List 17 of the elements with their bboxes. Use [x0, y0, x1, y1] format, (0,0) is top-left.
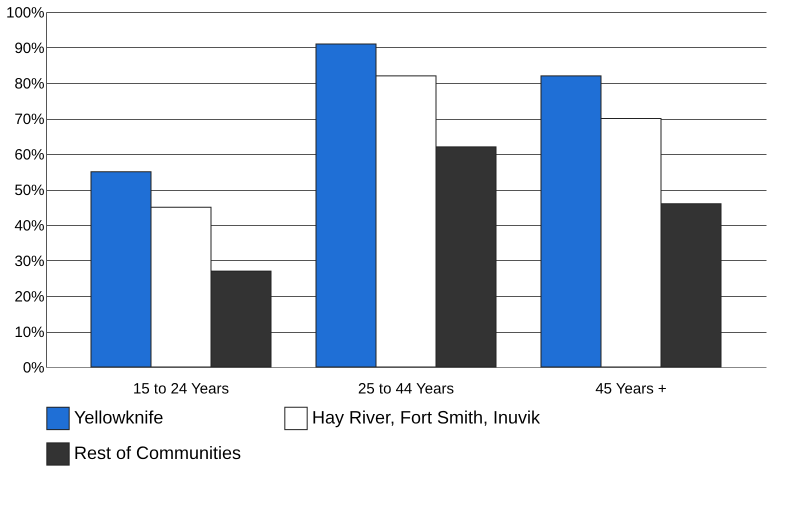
- y-tick-label: 90%: [14, 40, 44, 57]
- y-tick-label: 60%: [14, 146, 44, 164]
- x-tick-label: 15 to 24 Years: [133, 380, 229, 398]
- y-tick-label: 50%: [14, 182, 44, 199]
- legend-label: Rest of Communities: [74, 443, 242, 463]
- y-tick-label: 40%: [14, 218, 44, 234]
- y-tick-label: 30%: [14, 253, 44, 270]
- y-tick-label: 70%: [14, 111, 44, 128]
- x-tick-label: 45 Years +: [595, 380, 667, 398]
- y-tick-label: 20%: [14, 288, 44, 306]
- y-tick-label: 0%: [22, 360, 44, 376]
- y-tick-label: 80%: [14, 76, 44, 92]
- x-tick-label: 25 to 44 Years: [358, 380, 454, 398]
- legend-label: Hay River, Fort Smith, Inuvik: [312, 407, 542, 428]
- y-tick-label: 10%: [14, 324, 44, 341]
- legend-label: Yellowknife: [74, 407, 164, 428]
- y-tick-label: 100%: [6, 4, 44, 22]
